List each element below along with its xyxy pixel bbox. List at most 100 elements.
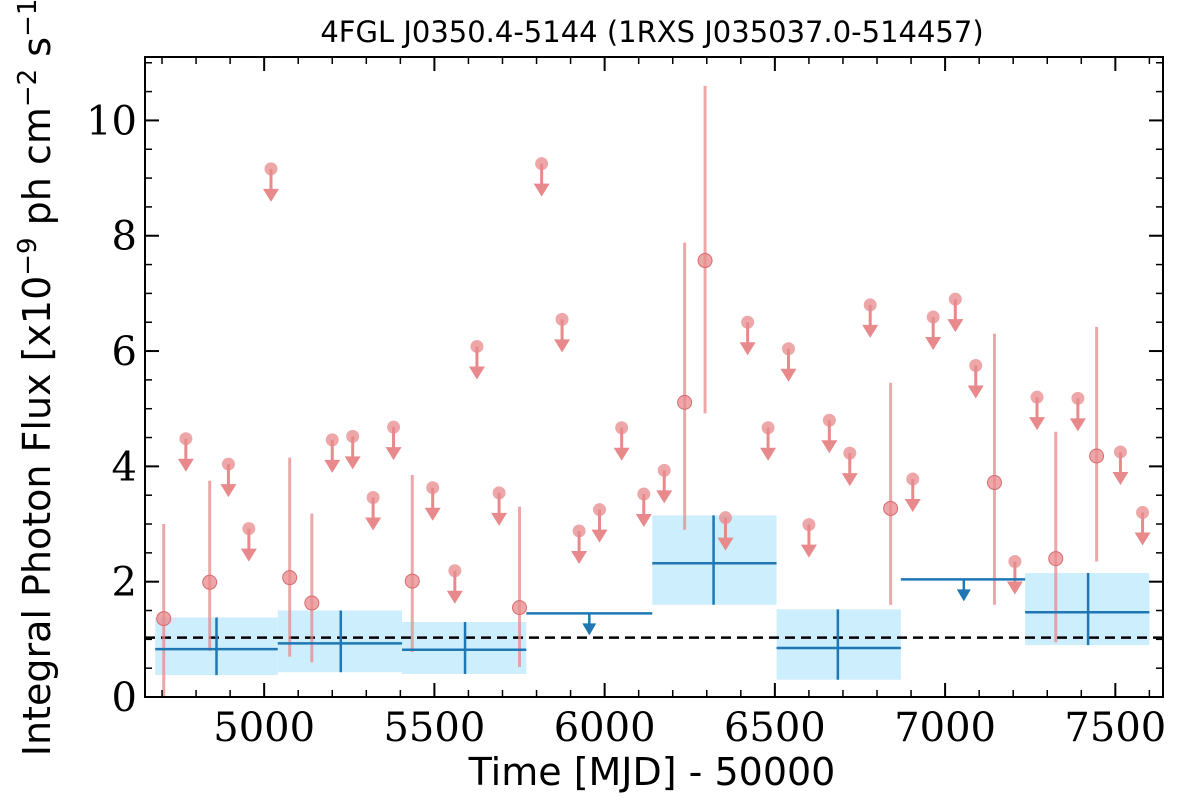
short-bin-upper-limit [1134, 505, 1151, 546]
short-bin-detection [304, 513, 320, 663]
short-bin-upper-limit [262, 162, 279, 202]
short-bin-ul-arrowhead [220, 484, 237, 498]
long-bin-upper-limit [526, 612, 653, 636]
short-bin-ul-arrowhead [1069, 418, 1086, 432]
short-bin-upper-limit [925, 310, 942, 351]
short-bin-upper-limit [904, 472, 921, 513]
short-bin-ul-arrowhead [468, 366, 485, 380]
long-bin-ul-arrowhead [582, 623, 597, 636]
short-bin-ul-arrowhead [491, 512, 508, 526]
y-tick-label: 8 [112, 214, 137, 260]
y-axis-title-exponent: −9 [13, 237, 43, 275]
short-bin-upper-limit [554, 312, 571, 353]
short-bin-detection [1048, 431, 1064, 643]
short-bin-upper-limit [862, 298, 879, 338]
short-bin-upper-limit [533, 157, 550, 197]
short-bin-ul-arrowhead [800, 544, 817, 558]
short-bin-ul-arrowhead [262, 188, 279, 202]
short-bin-ul-arrowhead [324, 459, 341, 473]
short-bin-upper-limit [967, 358, 984, 399]
short-bin-ul-arrowhead [344, 456, 361, 470]
short-bin-upper-limit [365, 491, 382, 531]
short-bin-detection [282, 457, 298, 657]
x-axis-title: Time [MJD] - 50000 [468, 750, 836, 794]
short-bin-detection [677, 242, 693, 530]
short-bin-ul-arrowhead [780, 368, 797, 382]
y-axis-title-exponent-2: −2 [13, 69, 43, 107]
short-bin-ul-arrowhead [177, 458, 194, 472]
short-bin-upper-limit [821, 413, 838, 454]
short-bin-detection [986, 333, 1002, 605]
short-bin-upper-limit [656, 463, 673, 504]
short-bin-ul-arrowhead [1029, 417, 1046, 431]
long-bin-detection [277, 610, 403, 673]
y-tick-label: 6 [112, 329, 137, 375]
short-bin-upper-limit [424, 481, 441, 521]
short-bin-marker [282, 570, 298, 586]
long-bin-upper-limit [900, 578, 1026, 602]
x-tick-label: 5000 [213, 705, 315, 751]
short-bin-upper-limit [780, 342, 797, 382]
y-tick-label: 0 [112, 675, 137, 721]
short-bin-upper-limit [1069, 391, 1086, 432]
short-bin-upper-limit [760, 421, 777, 461]
short-bin-ul-arrowhead [967, 385, 984, 399]
short-bin-upper-limit [800, 518, 817, 558]
short-bin-upper-limit [324, 433, 341, 473]
short-bin-ul-arrowhead [717, 537, 734, 551]
long-bin-detection [402, 622, 527, 674]
short-bin-ul-arrowhead [554, 339, 571, 353]
long-bin-detection [155, 617, 278, 676]
short-bin-upper-limit [591, 503, 608, 543]
long-bin-detection [652, 515, 777, 605]
short-bin-marker [404, 573, 420, 589]
short-bin-ul-arrowhead [1006, 581, 1023, 595]
axis-ticks: 5000 5500 6000 6500 7000 7500 0 2 4 6 8 10 [86, 57, 1166, 751]
x-tick-label: 6500 [724, 705, 826, 751]
short-bin-upper-limit [177, 432, 194, 472]
y-tick-label: 4 [112, 444, 137, 490]
x-tick-label: 5500 [383, 705, 485, 751]
short-bin-ul-arrowhead [1112, 471, 1129, 485]
short-bin-upper-limit [1029, 390, 1046, 431]
plot-frame [144, 56, 1164, 698]
short-bin-ul-arrowhead [446, 590, 463, 604]
short-bin-marker [677, 394, 693, 410]
short-bin-ul-arrowhead [1134, 532, 1151, 546]
short-bin-upper-limit [468, 339, 485, 380]
short-bin-marker [697, 253, 713, 269]
short-bin-ul-arrowhead [613, 447, 630, 461]
short-bin-ul-arrowhead [841, 473, 858, 487]
long-bins-bands [155, 515, 1150, 680]
short-bin-detection [883, 382, 899, 605]
y-axis-title-exponent-3: −1 [13, 0, 43, 37]
short-bin-marker [202, 574, 218, 590]
x-tick-label: 7000 [894, 705, 996, 751]
short-bin-detection [697, 85, 713, 414]
short-bin-detection [1089, 326, 1105, 562]
short-bin-upper-limit [220, 457, 237, 498]
short-bin-ul-arrowhead [365, 517, 382, 531]
short-bin-ul-arrowhead [240, 548, 257, 562]
short-bin-upper-limit [446, 564, 463, 604]
y-tick-label: 2 [112, 560, 137, 606]
short-bin-upper-limit [385, 420, 402, 461]
short-bin-detection [512, 506, 528, 668]
short-bin-marker [156, 611, 172, 627]
short-bin-marker [512, 600, 528, 616]
x-tick-label: 6000 [554, 705, 656, 751]
short-bin-upper-limit [613, 421, 630, 461]
short-bin-upper-limit [240, 522, 257, 562]
y-tick-label: 10 [86, 98, 137, 144]
short-bin-upper-limit [571, 524, 588, 564]
short-bin-ul-arrowhead [739, 342, 756, 356]
y-axis-title-units-2: s [15, 37, 59, 69]
short-bin-upper-limit [344, 429, 361, 470]
short-bin-upper-limit [1006, 555, 1023, 595]
short-bin-ul-arrowhead [385, 447, 402, 461]
short-bin-ul-arrowhead [821, 440, 838, 454]
short-bin-ul-arrowhead [533, 183, 550, 197]
long-bins-series [155, 515, 1150, 680]
short-bin-upper-limit [739, 315, 756, 356]
short-bin-marker [986, 475, 1002, 491]
